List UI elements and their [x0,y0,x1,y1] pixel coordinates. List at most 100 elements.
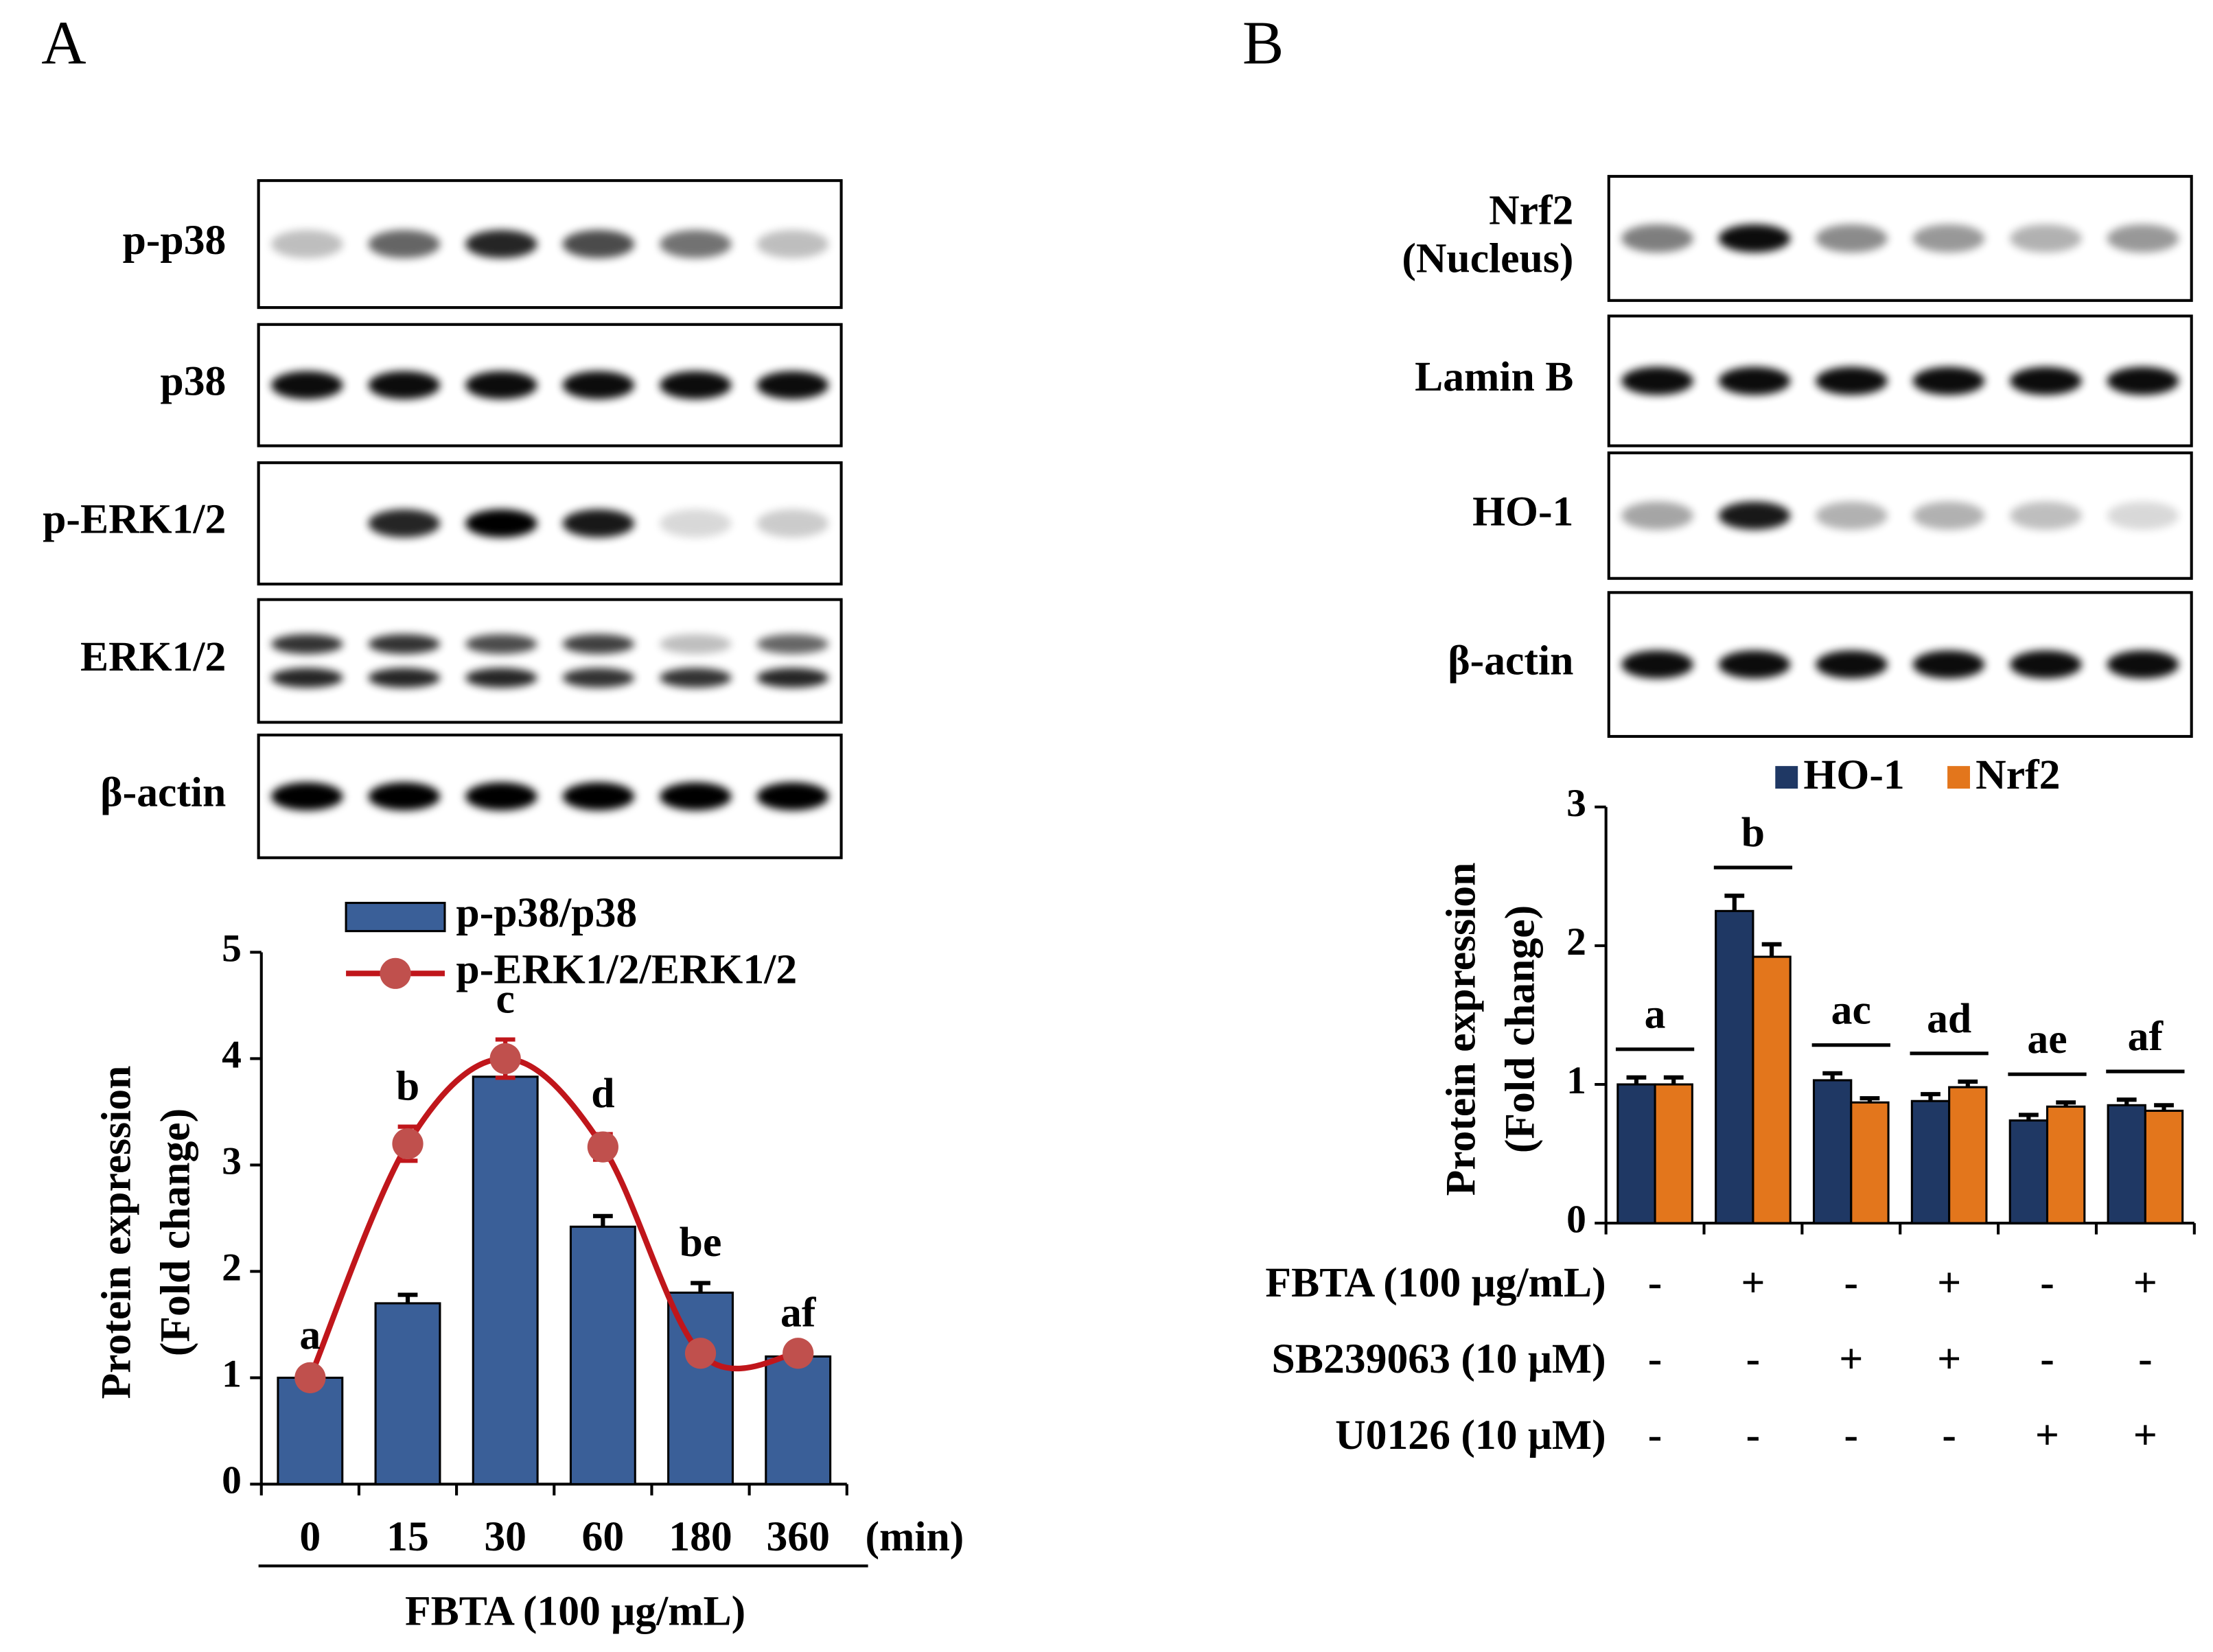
blot-band [368,509,441,538]
legend-label: p-p38/p38 [456,889,637,936]
significance-letter: ac [1831,987,1871,1034]
point [587,1131,618,1163]
y-axis-title: Protein expression [93,1066,139,1399]
blot-band [1912,224,1985,253]
condition-value: - [1942,1412,1956,1458]
significance-letter: c [496,975,514,1022]
blot-label: ERK1/2 [80,633,226,680]
blot-band [562,230,635,259]
blot-band [1621,367,1693,395]
blot-band [368,371,441,399]
condition-label: U0126 (10 μM) [1335,1412,1606,1458]
blot-band [2010,224,2082,253]
bar [1654,1083,1693,1224]
condition-value: - [1648,1412,1662,1458]
blot-band [271,371,343,399]
condition-value: + [1937,1336,1961,1382]
blot-band [659,371,732,399]
bar [1752,955,1792,1224]
blot-box [1607,451,2193,580]
y-tick-label: 1 [1566,1059,1586,1102]
blot-label: β-actin [100,769,226,815]
blot-band [562,633,635,654]
blot-band [1718,650,1791,679]
blot-label: Lamin B [1415,353,1573,400]
blot-band [1912,501,1985,530]
significance-letter: b [1741,809,1765,856]
condition-value: + [1741,1259,1765,1306]
blot-label: HO-1 [1472,488,1573,535]
condition-value: + [2035,1412,2059,1458]
significance-letter: b [396,1062,419,1109]
x-axis-title: FBTA (100 μg/mL) [405,1588,745,1635]
blot-band [2107,650,2179,679]
blot-box [1607,174,2193,302]
bar [1850,1101,1890,1224]
blot-band [2010,501,2082,530]
blot-band [659,509,732,538]
significance-letter: af [2128,1013,2164,1060]
y-tick-label: 3 [222,1140,242,1183]
blot-label: β-actin [1448,637,1573,684]
blot-band [271,782,343,811]
blot-band [1621,501,1693,530]
blot-band [756,509,829,538]
blot-band [465,509,537,538]
significance-letter: a [299,1312,321,1358]
blot-band [1621,650,1693,679]
point [392,1128,424,1160]
condition-value: - [1844,1412,1859,1458]
blot-box [257,598,843,724]
condition-value: - [2138,1336,2153,1382]
y-tick-label: 5 [222,927,242,970]
point [294,1362,326,1394]
condition-value: - [1648,1259,1662,1306]
bar [374,1302,441,1485]
blot-band [465,633,537,654]
blot-band [1816,224,1888,253]
blot-band [562,668,635,688]
y-tick-label: 1 [222,1353,242,1396]
blot-box [257,733,843,859]
condition-label: FBTA (100 μg/mL) [1265,1259,1606,1306]
blot-band [659,633,732,654]
blot-band [1816,367,1888,395]
blot-band [2010,367,2082,395]
blot-band [756,230,829,259]
blot-band [562,371,635,399]
blot-label: p-ERK1/2 [43,496,226,543]
condition-value: - [1746,1412,1761,1458]
panel-letter: A [41,8,86,78]
significance-letter: ae [2027,1016,2067,1062]
blot-box [257,323,843,447]
legend-swatch [345,901,446,933]
blot-band [756,782,829,811]
y-axis-title: (Fold change) [1497,905,1544,1153]
y-tick-label: 0 [222,1459,242,1502]
legend-label: Nrf2 [1976,752,2060,798]
bar [1617,1083,1656,1224]
legend-swatch [1947,766,1970,789]
blot-label: p38 [160,358,226,404]
condition-value: - [1648,1336,1662,1382]
y-tick-label: 0 [1566,1198,1586,1241]
condition-value: + [2133,1259,2157,1306]
blot-band [1912,367,1985,395]
point [783,1338,814,1369]
x-tick-label: 30 [484,1513,526,1560]
significance-letter: a [1645,991,1666,1038]
condition-label: SB239063 (10 μM) [1272,1336,1606,1382]
blot-box [1607,314,2193,447]
legend-marker [380,957,411,989]
blot-band [659,230,732,259]
bar [1948,1086,1988,1224]
x-tick-label: 15 [386,1513,429,1560]
blot-band [1718,224,1791,253]
blot-band [368,668,441,688]
blot-label: p-p38 [123,217,227,264]
blot-label: Nrf2 [1489,187,1573,234]
x-tick-label: 60 [582,1513,625,1560]
blot-band [2107,501,2179,530]
condition-value: - [2040,1336,2054,1382]
blot-band [756,371,829,399]
